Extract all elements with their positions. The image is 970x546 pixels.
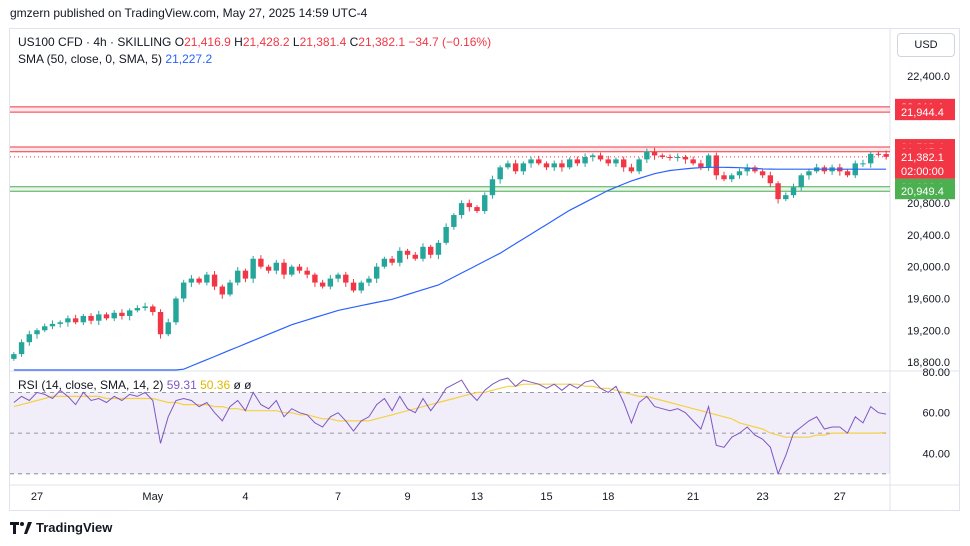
sma-label: SMA (50, close, 0, SMA, 5) [18,52,163,66]
low-label: L [292,35,300,49]
symbol-label: US100 CFD · 4h · SKILLING [18,35,172,49]
high-value: 21,428.2 [242,35,290,49]
rsi-extra-1: ø [233,378,241,392]
tradingview-footer[interactable]: TradingView [10,520,112,535]
sma-value: 21,227.2 [165,52,213,66]
rsi-ma-value: 50.36 [200,378,231,392]
rsi-value: 59.31 [166,378,197,392]
chart-frame[interactable] [9,28,960,511]
currency-button[interactable]: USD [897,33,955,57]
close-label: C [349,35,359,49]
change-value: −34.7 (−0.16%) [408,35,492,49]
close-value: 21,382.1 [358,35,406,49]
rsi-label: RSI (14, close, SMA, 14, 2) [18,378,164,392]
open-label: O [174,35,185,49]
tradingview-brand: TradingView [36,520,113,535]
sma-legend: SMA (50, close, 0, SMA, 5) 21,227.2 [18,52,212,66]
rsi-legend: RSI (14, close, SMA, 14, 2) 59.31 50.36 … [18,378,252,392]
rsi-extra-2: ø [244,378,252,392]
symbol-legend: US100 CFD · 4h · SKILLING O21,416.9 H21,… [18,35,491,49]
low-value: 21,381.4 [299,35,347,49]
open-value: 21,416.9 [184,35,231,49]
high-label: H [234,35,243,49]
publisher-line: gmzern published on TradingView.com, May… [10,6,368,20]
tradingview-logo-icon [10,521,32,534]
